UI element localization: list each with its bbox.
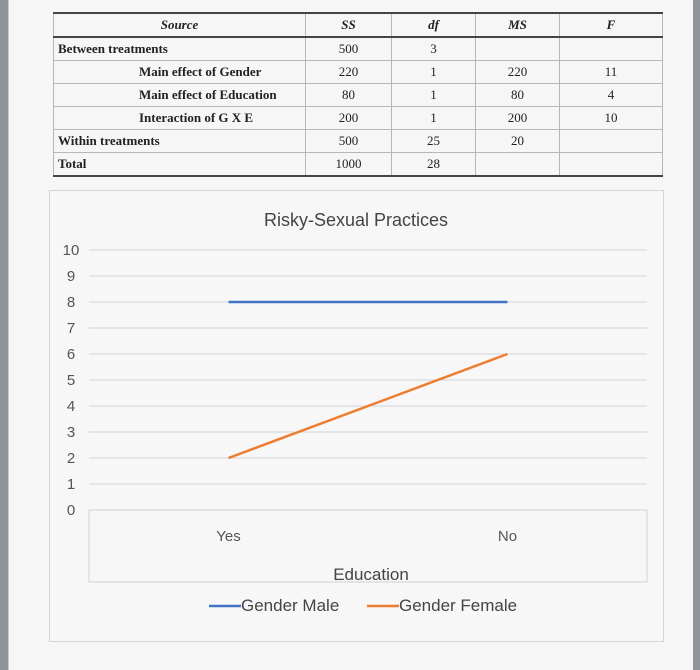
chart-panel: 0 1 2 3 4 5 6 7 8 9 10 Yes No Risky-Sexual Practices E…: [49, 190, 664, 642]
cell-ms: 200: [475, 106, 560, 130]
cell-ms: 80: [475, 83, 560, 107]
cell-f: 4: [559, 83, 663, 107]
cell-ss: 80: [305, 83, 392, 107]
table-row: Within treatments 500 25 20: [53, 129, 663, 153]
x-axis-title: Education: [333, 565, 409, 584]
header-ss: SS: [305, 12, 392, 38]
cell-f: 10: [559, 106, 663, 130]
cell-ss: 1000: [305, 152, 392, 177]
y-tick-label: 10: [63, 242, 80, 259]
legend-label: Gender Female: [399, 596, 517, 615]
y-tick-label: 3: [67, 424, 75, 441]
cell-ms: 20: [475, 129, 560, 153]
cell-source: Total: [53, 152, 306, 177]
cell-source: Between treatments: [53, 36, 306, 61]
cell-f: [559, 152, 663, 177]
chart-title: Risky-Sexual Practices: [264, 210, 448, 230]
y-tick-label: 6: [67, 346, 75, 363]
table-row: Main effect of Education 80 1 80 4: [53, 83, 663, 107]
y-tick-label: 1: [67, 476, 75, 493]
cell-ms: [475, 152, 560, 177]
cell-source: Within treatments: [53, 129, 306, 153]
anova-table: Source SS df MS F Between treatments 500 3…: [53, 12, 663, 177]
cell-ms: 220: [475, 60, 560, 84]
cell-df: 1: [391, 106, 476, 130]
cell-source: Main effect of Education: [53, 83, 306, 107]
cell-ss: 500: [305, 36, 392, 61]
header-ms: MS: [475, 12, 560, 38]
cell-df: 1: [391, 83, 476, 107]
header-source: Source: [53, 12, 306, 38]
y-tick-label: 5: [67, 372, 75, 389]
table-row: Total 1000 28: [53, 152, 663, 177]
cell-ss: 220: [305, 60, 392, 84]
table-body: Between treatments 500 3 Main effect of Gen…: [53, 36, 663, 177]
chart-background: [49, 190, 664, 642]
y-tick-label: 9: [67, 268, 75, 285]
y-tick-label: 4: [67, 398, 75, 415]
line-chart: 0 1 2 3 4 5 6 7 8 9 10 Yes No Risky-Sexual Practices E…: [49, 190, 664, 642]
table-row: Between treatments 500 3: [53, 36, 663, 61]
cell-source: Main effect of Gender: [53, 60, 306, 84]
x-tick-label: Yes: [216, 528, 240, 545]
cell-df: 3: [391, 36, 476, 61]
x-tick-label: No: [498, 528, 517, 545]
y-tick-label: 8: [67, 294, 75, 311]
cell-ms: [475, 36, 560, 61]
category-axis-box: [88, 509, 648, 583]
cell-f: 11: [559, 60, 663, 84]
cell-f: [559, 129, 663, 153]
cell-ss: 200: [305, 106, 392, 130]
table-header-row: Source SS df MS F: [53, 12, 663, 38]
paper-page: Source SS df MS F Between treatments 500 3…: [8, 0, 693, 670]
y-tick-label: 7: [67, 320, 75, 337]
cell-df: 25: [391, 129, 476, 153]
cell-ss: 500: [305, 129, 392, 153]
y-tick-label: 2: [67, 450, 75, 467]
legend-label: Gender Male: [241, 596, 339, 615]
y-tick-label: 0: [67, 502, 75, 519]
cell-source: Interaction of G X E: [53, 106, 306, 130]
header-df: df: [391, 12, 476, 38]
cell-df: 1: [391, 60, 476, 84]
header-f: F: [559, 12, 663, 38]
table-row: Main effect of Gender 220 1 220 11: [53, 60, 663, 84]
table-row: Interaction of G X E 200 1 200 10: [53, 106, 663, 130]
series-line-gender-female: [228, 352, 508, 460]
cell-f: [559, 36, 663, 61]
cell-df: 28: [391, 152, 476, 177]
